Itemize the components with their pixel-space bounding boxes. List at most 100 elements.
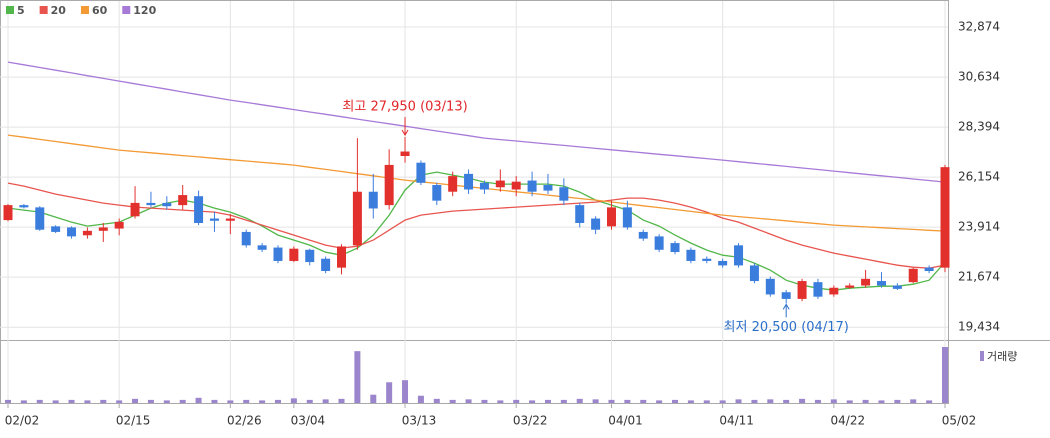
candle-body [35,207,45,230]
ma-line [7,182,946,269]
volume-bar [719,400,726,403]
volume-bar [735,399,742,403]
candle-body [67,227,77,237]
candle-body [527,180,537,192]
volume-bar [465,399,472,403]
candle-body [511,181,521,190]
candle-body [448,176,458,192]
candle-body [194,196,204,223]
candle-body [432,185,442,201]
candle-body [416,162,426,183]
volume-bar [338,398,345,403]
volume-bar [116,400,123,403]
volume-bar [783,399,790,403]
volume-bar [814,399,821,403]
legend-swatch [80,6,89,14]
legend-label: 20 [51,4,67,17]
volume-bar [513,399,520,403]
x-tick-label: 04/11 [719,414,754,428]
volume-bar [132,398,139,403]
volume-bar [36,399,43,403]
candle-body [638,231,648,239]
low-arrow-head [782,303,790,310]
candle-body [892,285,902,289]
candle-body [813,282,823,297]
candle-body [591,218,601,230]
candle-body [352,191,362,246]
volume-bar [68,399,75,403]
volume-bar [894,399,901,403]
candle-body [829,287,839,295]
candle-body [368,191,378,209]
candle-body [606,207,616,227]
volume-bar [481,399,488,403]
candle-body [686,249,696,261]
candle-body [400,151,410,156]
volume-bar [227,400,234,403]
candle-body [51,226,61,232]
x-tick-label: 02/02 [5,414,40,428]
volume-bar [179,399,186,403]
candle-body [178,195,188,206]
volume-legend-label: 거래량 [987,350,1017,363]
candle-body [146,202,156,206]
candle-body [305,249,315,263]
high-arrow-head [401,129,409,136]
volume-bar [767,399,774,403]
x-tick-label: 02/26 [227,414,262,428]
volume-bar [703,400,710,403]
volume-bar [687,400,694,403]
volume-bar [672,399,679,403]
volume-bar [862,399,869,403]
candle-body [765,278,775,295]
x-tick-label: 03/04 [291,414,326,428]
candle-body [861,278,871,286]
high-annotation: 최고 27,950 (03/13) [342,100,467,115]
y-tick-label: 19,434 [958,320,1000,334]
volume-bar [529,400,536,403]
volume-bar [544,399,551,403]
volume-bar [799,398,806,403]
candle-body [114,221,124,229]
volume-bar [354,351,361,403]
candle-body [384,164,394,206]
candle-body [209,218,219,221]
candle-body [559,187,569,201]
volume-bar [322,399,329,403]
volume-bar [449,399,456,403]
candle-body [321,258,331,272]
candle-body [130,202,140,217]
candle-body [337,246,347,268]
candle-body [162,202,172,207]
legend-label: 120 [133,4,156,17]
x-tick-label: 04/01 [608,414,643,428]
volume-bar [100,399,107,403]
x-tick-label: 02/15 [116,414,151,428]
candle-body [940,167,950,268]
volume-bar [20,400,27,403]
volume-bar [592,399,599,403]
volume-bar [640,399,647,403]
x-tick-label: 04/22 [831,414,866,428]
ma-line [7,134,946,232]
legend-swatch [39,6,48,14]
ma-line [7,61,946,183]
candle-body [718,260,728,266]
volume-bar [560,399,567,403]
candle-body [257,245,267,250]
volume-bar [195,397,202,403]
volume-bar [52,400,59,403]
x-tick-label: 03/13 [402,414,437,428]
candle-body [241,231,251,246]
volume-bar [433,398,440,403]
volume-bar [417,395,424,403]
volume-bar [942,347,948,403]
candle-body [734,245,744,266]
volume-bar [656,400,663,403]
volume-bar [624,399,631,403]
y-tick-label: 28,394 [958,120,1000,134]
volume-bar [259,400,266,403]
volume-bar [830,399,837,403]
